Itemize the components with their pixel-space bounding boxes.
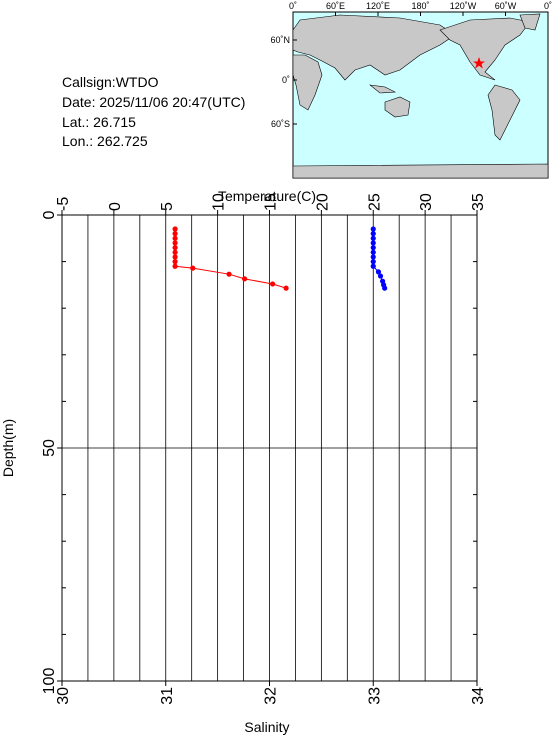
x2-tick-label: 30 bbox=[55, 687, 72, 705]
profile-point bbox=[377, 273, 384, 279]
latitude: Lat.: 26.715 bbox=[62, 114, 136, 130]
world-map bbox=[292, 11, 549, 179]
x-tick-label: 15 bbox=[263, 193, 280, 211]
profile-point bbox=[370, 249, 376, 255]
x2-axis-title: Salinity bbox=[244, 719, 289, 735]
x-tick-label: 30 bbox=[418, 193, 435, 211]
longitude: Lon.: 262.725 bbox=[62, 133, 148, 149]
x-tick-label: 5 bbox=[159, 202, 176, 211]
profile-point bbox=[172, 240, 178, 246]
x-tick-label: 25 bbox=[366, 193, 383, 211]
profile-point bbox=[370, 240, 376, 246]
map-lon-label: 60˚W bbox=[495, 1, 517, 11]
date: Date: 2025/11/06 20:47(UTC) bbox=[62, 94, 245, 110]
y-axis-title: Depth(m) bbox=[0, 419, 16, 477]
profile-point bbox=[172, 263, 178, 269]
profile-point bbox=[370, 263, 376, 269]
x-tick-label: 20 bbox=[314, 193, 331, 211]
x-tick-label: 35 bbox=[470, 193, 487, 211]
profile-point bbox=[370, 231, 376, 237]
profile-point bbox=[283, 285, 289, 291]
profile-point bbox=[226, 271, 232, 277]
x2-tick-label: 32 bbox=[263, 687, 280, 705]
map-lat-label: 60˚N bbox=[270, 35, 290, 45]
profile-point bbox=[370, 226, 376, 232]
profile-point bbox=[172, 231, 178, 237]
map-lon-label: 120˚W bbox=[450, 1, 477, 11]
x2-tick-label: 31 bbox=[159, 687, 176, 705]
y-tick-label: 50 bbox=[41, 439, 58, 457]
profile-point bbox=[370, 245, 376, 251]
continents bbox=[292, 13, 549, 179]
map-lon-label: 60˚E bbox=[326, 1, 345, 11]
map-lat-label: 0˚ bbox=[282, 75, 290, 85]
y-tick-label: 100 bbox=[41, 668, 58, 695]
map-lon-label: 0˚ bbox=[544, 1, 552, 11]
profile-point bbox=[270, 281, 276, 287]
map-lon-label: 120˚E bbox=[366, 1, 390, 11]
profile-point bbox=[172, 235, 178, 241]
profile-point bbox=[370, 254, 376, 260]
profile-point bbox=[172, 226, 178, 232]
y-tick-label: 0 bbox=[41, 210, 58, 219]
profile-point bbox=[375, 269, 382, 275]
x-tick-label: -5 bbox=[55, 197, 72, 211]
x-tick-label: 10 bbox=[211, 193, 228, 211]
profile-point bbox=[172, 259, 178, 265]
map-lat-label: 60˚S bbox=[271, 119, 290, 129]
profile-point bbox=[172, 254, 178, 260]
profile-point bbox=[172, 249, 178, 255]
callsign: Callsign:WTDO bbox=[62, 74, 159, 90]
profile-point bbox=[190, 265, 196, 271]
location-star bbox=[473, 57, 485, 69]
x2-tick-label: 33 bbox=[366, 687, 383, 705]
profile-point bbox=[370, 235, 376, 241]
profile-point bbox=[370, 259, 376, 265]
x2-tick-label: 34 bbox=[470, 687, 487, 705]
map-lon-label: 180˚ bbox=[411, 1, 429, 11]
map-lon-label: 0˚ bbox=[289, 1, 297, 11]
profile-point bbox=[382, 285, 388, 291]
x-tick-label: 0 bbox=[107, 202, 124, 211]
x-axis-title: Temperature(C) bbox=[218, 188, 316, 204]
profile-point bbox=[172, 245, 178, 251]
profile-point bbox=[242, 276, 248, 282]
